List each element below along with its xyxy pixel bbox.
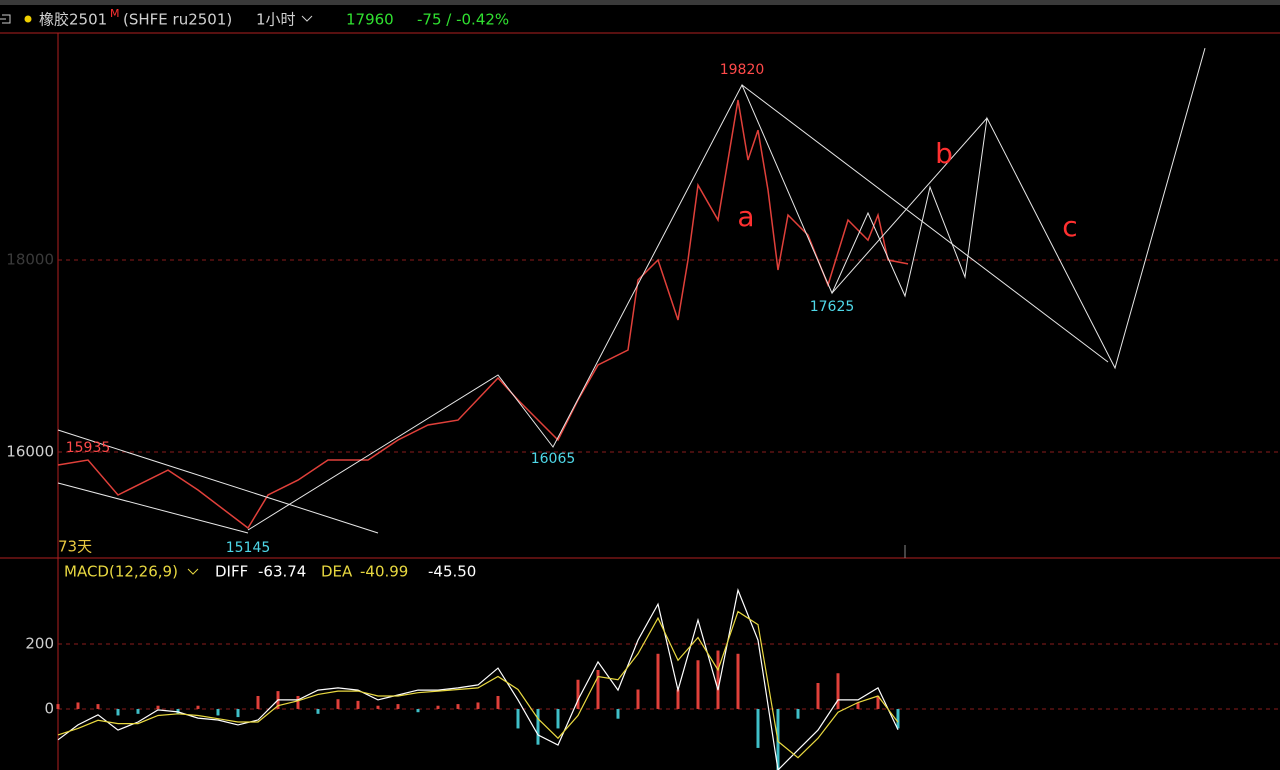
symbol-name: 橡胶2501 — [39, 11, 107, 29]
period[interactable]: 1小时 — [256, 11, 296, 29]
annotation: a — [737, 200, 754, 233]
macd-line — [57, 610, 899, 759]
period-dropdown[interactable] — [301, 15, 313, 22]
menu-icon[interactable] — [0, 14, 11, 24]
wave-line — [247, 47, 1206, 531]
dea-value: -40.99 — [360, 563, 408, 581]
symbol-code: (SHFE ru2501) — [123, 11, 232, 29]
wave-line — [831, 117, 988, 294]
wave-line — [57, 482, 249, 534]
main-contract-mark: M — [110, 7, 120, 20]
y-tick-label: 18000 — [6, 251, 54, 269]
macd-line — [57, 588, 899, 770]
diff-label: DIFF — [215, 563, 248, 581]
annotation: 19820 — [720, 62, 765, 78]
annotation: c — [1062, 210, 1077, 243]
y-tick-label: 0 — [44, 699, 54, 717]
dea-label: DEA — [321, 563, 353, 581]
annotation: 15935 — [66, 440, 111, 456]
macd-value: -45.50 — [428, 563, 476, 581]
macd-dropdown[interactable] — [187, 568, 199, 575]
wave-line — [57, 429, 379, 534]
last-price: 17960 — [346, 11, 394, 29]
macd-name: MACD(12,26,9) — [64, 563, 178, 581]
status-dot — [24, 15, 32, 23]
y-tick-label: 16000 — [6, 443, 54, 461]
wave-line — [741, 84, 1109, 363]
annotation: 16065 — [531, 451, 576, 467]
diff-value: -63.74 — [258, 563, 306, 581]
days-label: 73天 — [58, 538, 92, 556]
annotation: 15145 — [226, 540, 271, 556]
window-edge — [0, 0, 1280, 5]
price-line — [57, 99, 909, 530]
price-change: -75 / -0.42% — [417, 11, 509, 29]
annotation: b — [935, 137, 953, 170]
annotation: 17625 — [810, 299, 855, 315]
y-tick-label: 200 — [25, 635, 54, 653]
